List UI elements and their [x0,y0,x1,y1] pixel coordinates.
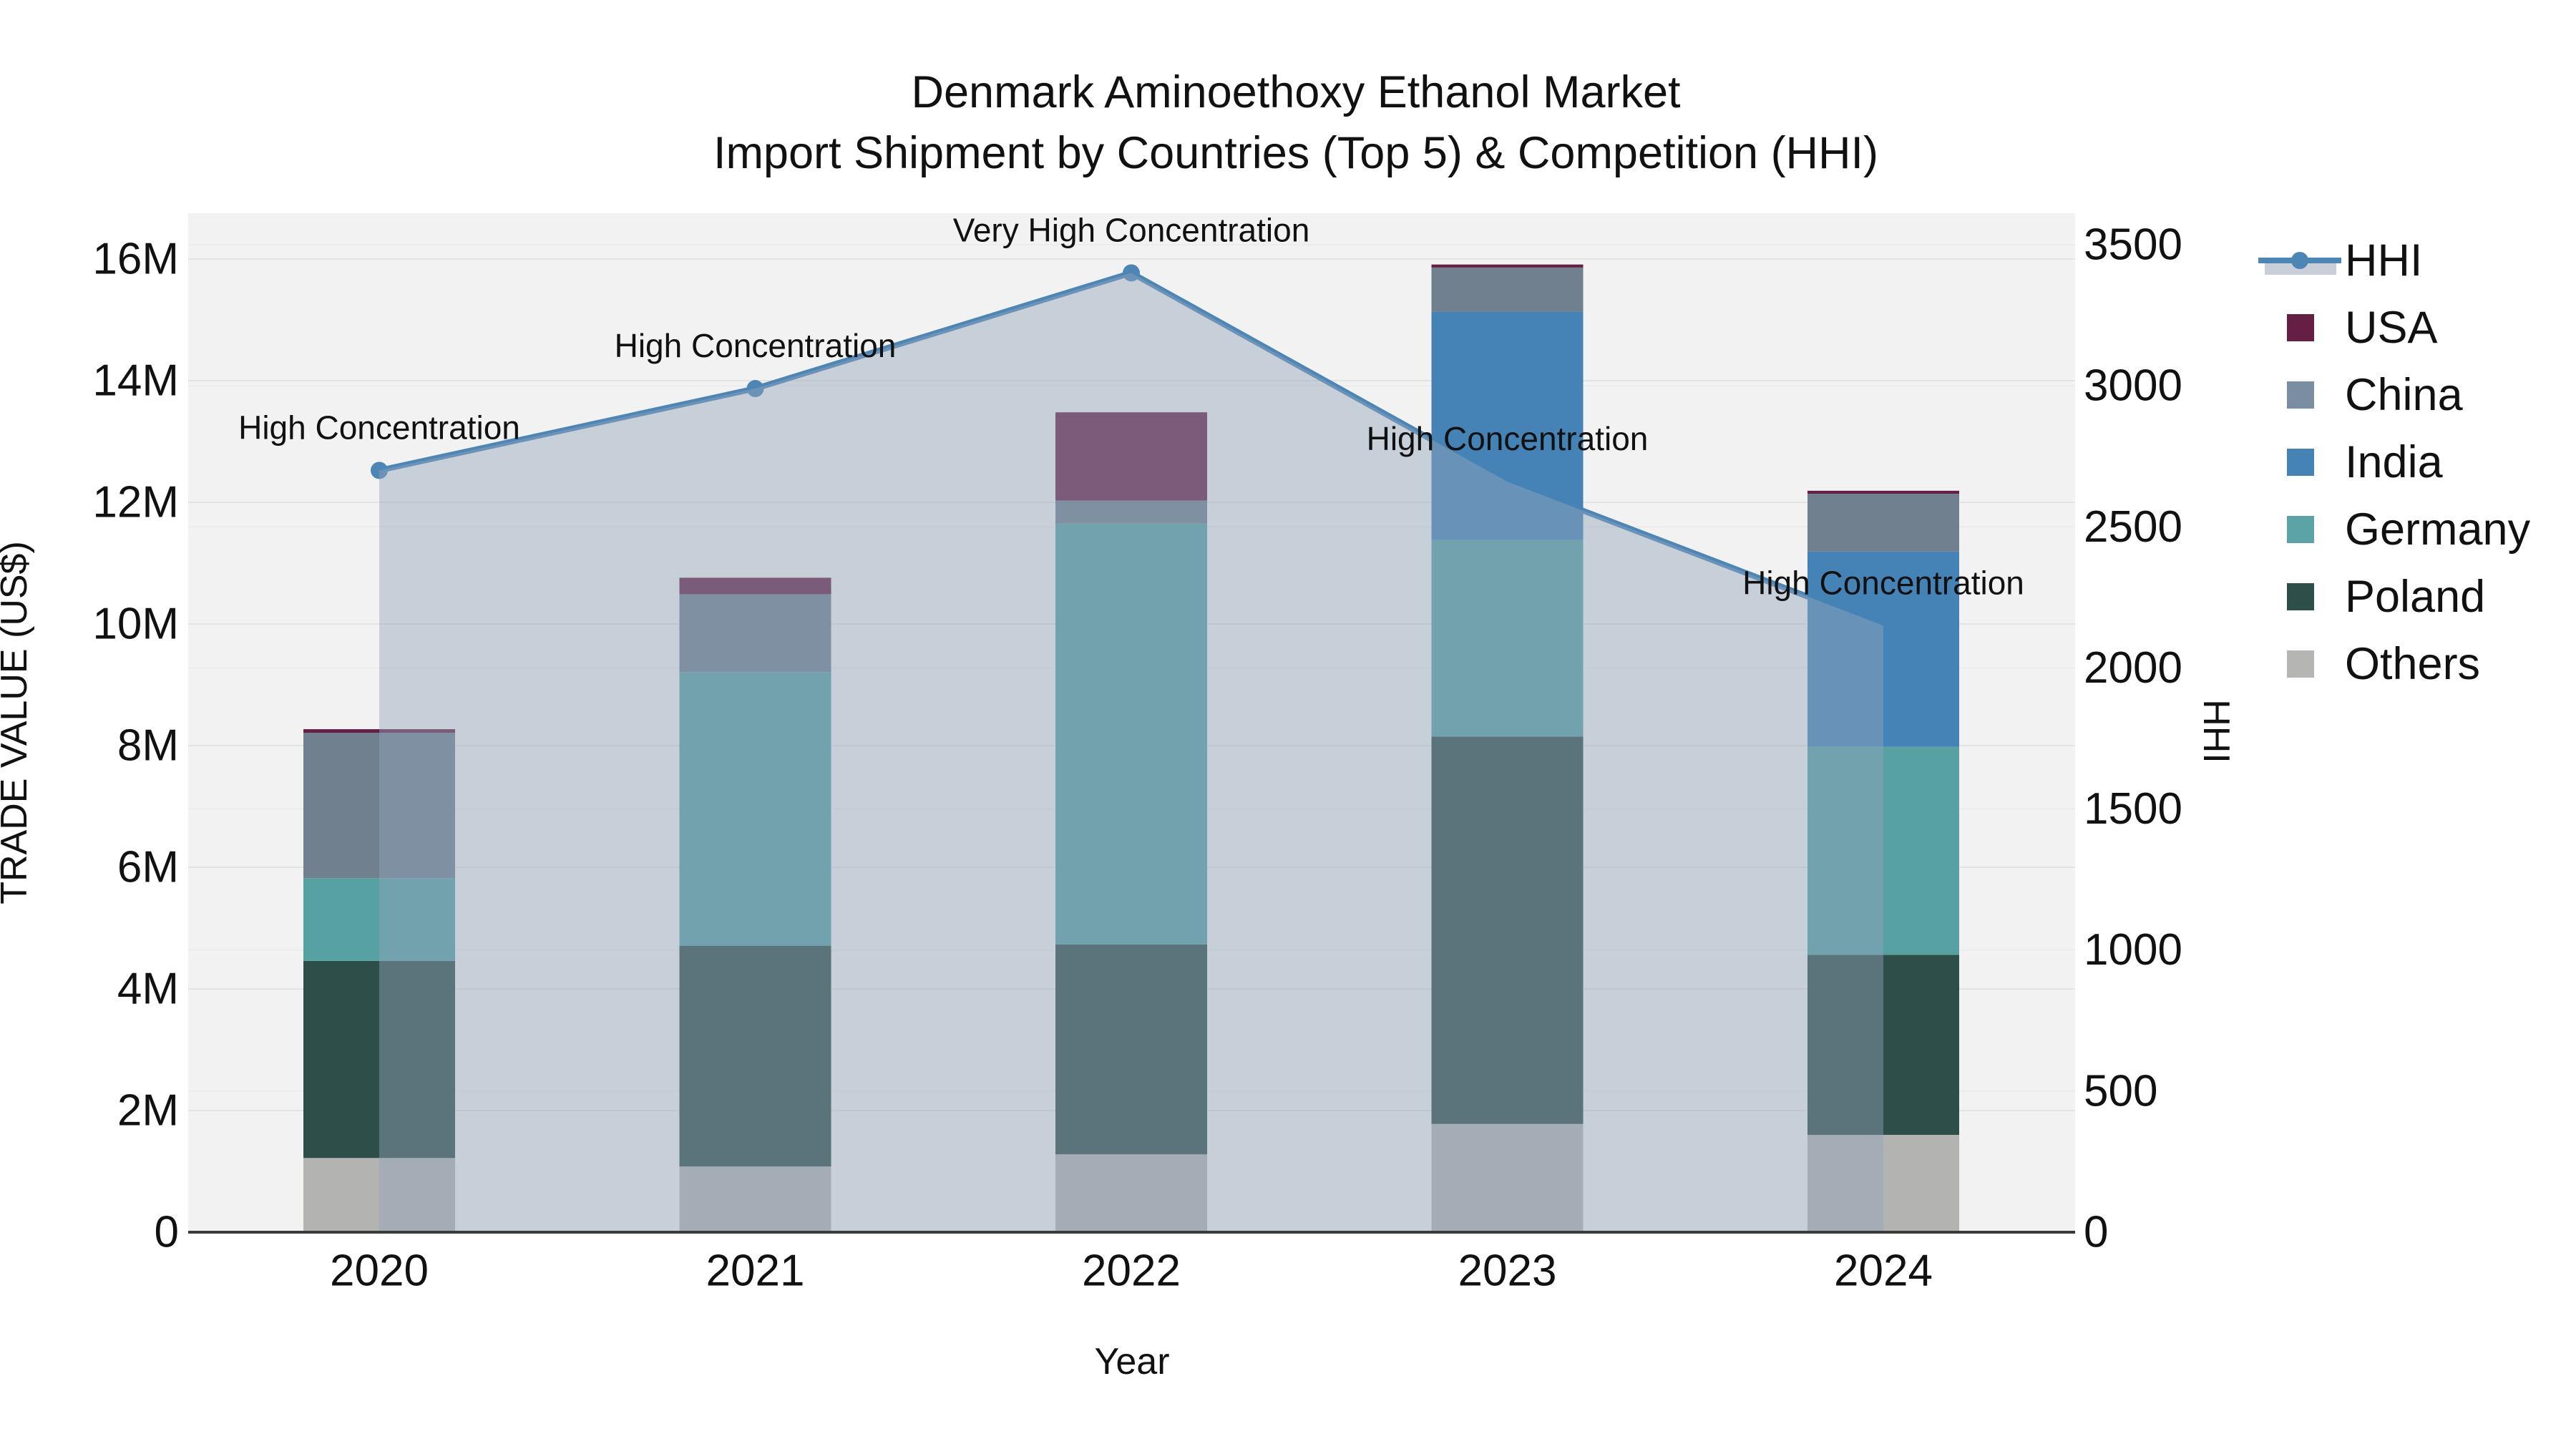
x-tick-2024: 2024 [1834,1246,1933,1296]
bar-2023-india[interactable] [1431,311,1584,540]
y-left-tick-10M: 10M [92,600,179,649]
legend-label-china: China [2345,370,2464,420]
bar-2023-poland[interactable] [1431,736,1584,1124]
y-right-tick-2000: 2000 [2084,643,2182,693]
bar-2022-germany[interactable] [1055,523,1207,945]
bar-2020-germany[interactable] [303,878,455,961]
annotation-2024: High Concentration [1742,564,2024,601]
x-tick-2021: 2021 [706,1246,805,1296]
annotation-2021: High Concentration [615,327,897,364]
legend-item-poland[interactable]: Poland [2287,572,2485,622]
legend: HHI USA China India Germany Poland Others [2258,235,2531,689]
y-left-tick-12M: 12M [92,478,179,527]
legend-item-india[interactable]: India [2287,437,2444,487]
legend-swatch-germany [2287,516,2314,543]
chart-title-line2: Import Shipment by Countries (Top 5) & C… [713,128,1878,178]
legend-swatch-others [2287,650,2314,678]
legend-swatch-usa [2287,314,2314,341]
y-right-tick-2500: 2500 [2084,502,2182,552]
legend-item-china[interactable]: China [2287,370,2464,420]
bar-2024-others[interactable] [1807,1135,1959,1232]
y-left-axis-title: TRADE VALUE (US$) [0,541,35,904]
bar-2022-poland[interactable] [1055,944,1207,1155]
legend-label-poland: Poland [2345,572,2485,622]
legend-label-usa: USA [2345,303,2438,353]
bar-2021-others[interactable] [679,1166,831,1232]
bar-2023-china[interactable] [1431,267,1584,312]
y-left-tick-14M: 14M [92,356,179,406]
y-left-tick-16M: 16M [92,235,179,284]
y-right-tick-0: 0 [2084,1208,2108,1257]
bar-2024-usa[interactable] [1807,490,1959,494]
bar-2020-others[interactable] [303,1158,455,1232]
legend-item-germany[interactable]: Germany [2287,504,2531,555]
bar-2022-usa[interactable] [1055,412,1207,501]
y-right-tick-500: 500 [2084,1066,2157,1116]
y-left-tick-2M: 2M [117,1086,179,1136]
legend-swatch-china [2287,381,2314,409]
hhi-area-fill [379,273,1883,1232]
bar-2023-germany[interactable] [1431,540,1584,737]
chart-title-line1: Denmark Aminoethoxy Ethanol Market [912,67,1681,117]
x-tick-2020: 2020 [330,1246,429,1296]
x-tick-2022: 2022 [1082,1246,1181,1296]
hhi-marker-2021[interactable] [746,380,764,398]
y-left-tick-4M: 4M [117,965,179,1014]
legend-item-hhi[interactable]: HHI [2258,235,2423,286]
y-right-axis-title: HHI [2195,699,2237,763]
legend-item-usa[interactable]: USA [2287,303,2438,353]
legend-label-germany: Germany [2345,504,2531,555]
legend-label-others: Others [2345,639,2480,689]
bar-2020-china[interactable] [303,733,455,879]
x-axis-title: Year [1094,1341,1169,1382]
y-right-tick-3500: 3500 [2084,220,2182,269]
bar-2021-germany[interactable] [679,672,831,946]
bar-2022-china[interactable] [1055,500,1207,524]
bar-2024-germany[interactable] [1807,746,1959,955]
legend-hhi-marker-swatch [2291,252,2308,269]
bar-2022-others[interactable] [1055,1154,1207,1232]
bar-2023-others[interactable] [1431,1123,1584,1232]
annotation-2023: High Concentration [1367,420,1649,457]
y-right-tick-1500: 1500 [2084,784,2182,834]
legend-label-india: India [2345,437,2444,487]
bar-2024-china[interactable] [1807,494,1959,552]
y-left-tick-8M: 8M [117,721,179,771]
legend-item-others[interactable]: Others [2287,639,2480,689]
bar-2021-china[interactable] [679,594,831,673]
bar-2024-india[interactable] [1807,551,1959,747]
bar-2020-usa[interactable] [303,729,455,733]
legend-label-hhi: HHI [2345,235,2423,286]
bar-2021-poland[interactable] [679,945,831,1167]
hhi-marker-2022[interactable] [1123,264,1140,282]
hhi-marker-2020[interactable] [371,462,388,479]
bar-2021-usa[interactable] [679,577,831,595]
legend-swatch-poland [2287,583,2314,610]
bar-2023-usa[interactable] [1431,264,1584,268]
y-right-tick-1000: 1000 [2084,925,2182,975]
legend-swatch-india [2287,449,2314,476]
annotation-2022: Very High Concentration [953,211,1310,248]
annotation-2020: High Concentration [238,409,520,446]
y-left-tick-6M: 6M [117,843,179,892]
y-right-tick-3000: 3000 [2084,361,2182,411]
x-tick-2023: 2023 [1458,1246,1557,1296]
bar-2024-poland[interactable] [1807,955,1959,1135]
bar-2020-poland[interactable] [303,960,455,1158]
bars-group [303,264,1959,1232]
y-left-tick-0: 0 [155,1208,179,1257]
